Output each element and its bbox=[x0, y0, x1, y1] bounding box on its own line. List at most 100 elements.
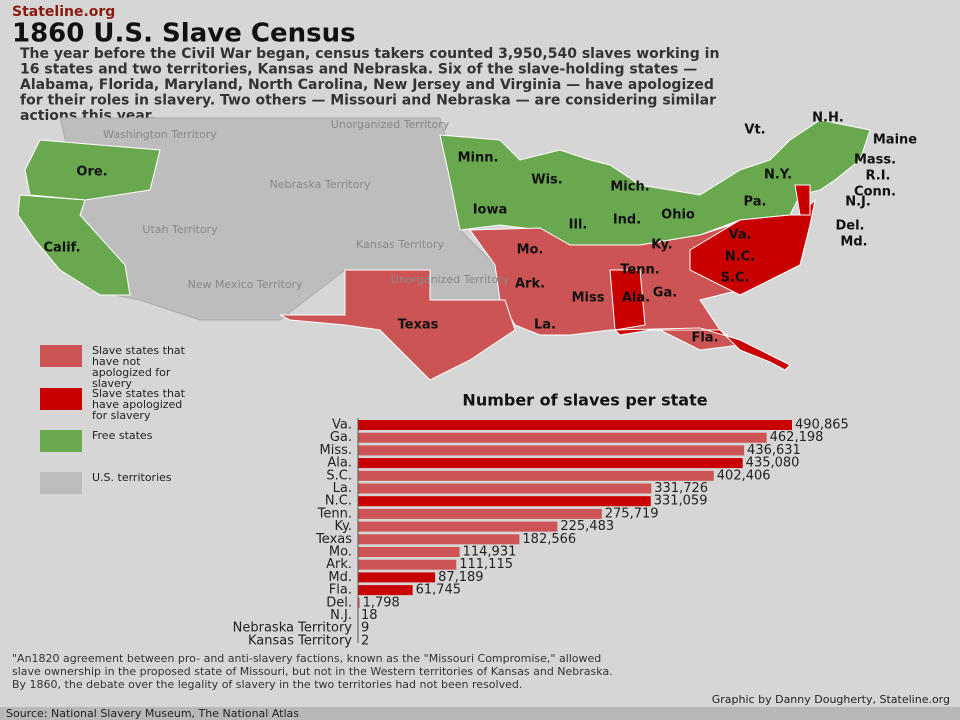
footnote-line: "An1820 agreement between pro- and anti-… bbox=[12, 652, 601, 665]
category-label: Md. bbox=[328, 570, 352, 585]
map-label: Md. bbox=[840, 235, 867, 250]
value-label: 182,566 bbox=[522, 532, 576, 547]
legend-label: U.S. territories bbox=[92, 471, 172, 484]
legend: Slave states that have not apologized for s… bbox=[40, 344, 186, 494]
map-label: S.C. bbox=[721, 271, 750, 286]
bar bbox=[358, 483, 652, 494]
map-label: Calif. bbox=[43, 241, 80, 256]
free-state bbox=[17, 194, 131, 296]
legend-swatch bbox=[40, 472, 82, 494]
map-label: Utah Territory bbox=[142, 223, 218, 236]
map-label: Vt. bbox=[744, 123, 765, 138]
value-label: 2 bbox=[361, 633, 369, 648]
value-label: 111,115 bbox=[459, 557, 513, 572]
map-label: Nebraska Territory bbox=[270, 178, 371, 191]
map-label: Ga. bbox=[653, 286, 677, 301]
value-label: 87,189 bbox=[438, 570, 484, 585]
value-label: 436,631 bbox=[747, 443, 801, 458]
value-label: 331,059 bbox=[654, 494, 708, 509]
bar bbox=[358, 420, 792, 430]
map-label: Ind. bbox=[613, 213, 641, 228]
map-label: N.H. bbox=[812, 111, 844, 126]
map-label: La. bbox=[534, 318, 556, 333]
map-label: Unorganized Territory bbox=[391, 273, 510, 286]
map-label: Texas bbox=[398, 318, 439, 333]
bar bbox=[358, 559, 457, 570]
category-label: Miss. bbox=[319, 443, 352, 458]
category-label: Nebraska Territory bbox=[233, 621, 353, 636]
map-label: N.Y. bbox=[764, 168, 792, 183]
category-label: N.C. bbox=[325, 494, 352, 509]
value-label: 225,483 bbox=[560, 519, 614, 534]
value-label: 490,865 bbox=[795, 418, 849, 433]
chart-title: Number of slaves per state bbox=[462, 391, 707, 410]
bar bbox=[358, 547, 460, 557]
bar bbox=[358, 470, 714, 481]
map-label: Fla. bbox=[691, 331, 718, 346]
bar bbox=[358, 445, 745, 456]
intro-line: Alabama, Florida, Maryland, North Caroli… bbox=[20, 77, 714, 93]
category-label: N.J. bbox=[330, 608, 352, 623]
map-label: Ky. bbox=[651, 238, 672, 253]
credit: Graphic by Danny Dougherty, Stateline.or… bbox=[712, 693, 950, 706]
legend-swatch bbox=[40, 430, 82, 452]
title: 1860 U.S. Slave Census bbox=[12, 19, 356, 49]
map-label: Mass. bbox=[854, 153, 896, 168]
map-labels: Washington Territory Unorganized Territor… bbox=[43, 111, 917, 346]
bar bbox=[358, 508, 602, 519]
category-label: Ark. bbox=[326, 557, 352, 572]
bar bbox=[358, 585, 413, 596]
value-label: 435,080 bbox=[746, 456, 800, 471]
category-label: Del. bbox=[326, 595, 352, 610]
apologized-state bbox=[613, 327, 791, 371]
bar bbox=[358, 572, 436, 583]
category-label: Va. bbox=[332, 418, 352, 433]
category-label: La. bbox=[333, 481, 352, 496]
map-label: Kansas Territory bbox=[356, 238, 445, 251]
category-label: Ga. bbox=[330, 430, 352, 445]
category-label: Tenn. bbox=[317, 506, 352, 521]
footnote: "An1820 agreement between pro- and anti-… bbox=[12, 652, 613, 691]
category-label: S.C. bbox=[326, 468, 352, 483]
legend-swatch bbox=[40, 388, 82, 410]
map-label: N.C. bbox=[725, 250, 755, 265]
intro: The year before the Civil War began, cen… bbox=[20, 46, 719, 124]
apologized-state bbox=[794, 184, 811, 216]
map-label: Iowa bbox=[473, 203, 508, 218]
source: Source: National Slavery Museum, The Nat… bbox=[6, 707, 299, 720]
bar-chart: Number of slaves per state Va. 490,865 Ga. 4… bbox=[233, 391, 849, 649]
category-label: Ala. bbox=[327, 456, 352, 471]
map-label: Conn. bbox=[854, 185, 896, 200]
legend-label: Slave states that have not apologized for s… bbox=[92, 344, 186, 390]
slave-state bbox=[279, 269, 516, 381]
apologized-state bbox=[609, 269, 646, 331]
map-label: New Mexico Territory bbox=[188, 278, 303, 291]
map-label: Tenn. bbox=[620, 263, 659, 278]
map-label: Mo. bbox=[517, 243, 544, 258]
footnote-line: slave ownership in the proposed state of… bbox=[12, 665, 613, 678]
footnote-line: By 1860, the debate over the legality of… bbox=[12, 678, 522, 691]
category-label: Texas bbox=[315, 532, 352, 547]
bar bbox=[358, 521, 558, 532]
value-label: 275,719 bbox=[605, 506, 659, 521]
map-label: R.I. bbox=[866, 169, 891, 184]
category-label: Ky. bbox=[334, 519, 352, 534]
category-label: Kansas Territory bbox=[248, 633, 352, 648]
map-label: Mich. bbox=[610, 180, 649, 195]
map-label: Pa. bbox=[744, 195, 767, 210]
value-label: 18 bbox=[361, 608, 378, 623]
bar bbox=[358, 534, 520, 545]
intro-line: The year before the Civil War began, cen… bbox=[20, 46, 719, 62]
map-label: Ohio bbox=[661, 208, 695, 223]
value-label: 61,745 bbox=[416, 583, 462, 598]
site-name: Stateline.org bbox=[12, 4, 115, 20]
map-label: Minn. bbox=[458, 151, 499, 166]
map-label: Ore. bbox=[76, 165, 107, 180]
bar bbox=[358, 432, 767, 443]
map-label: Wis. bbox=[531, 173, 562, 188]
category-label: Mo. bbox=[329, 545, 352, 560]
legend-label: Free states bbox=[92, 429, 153, 442]
intro-line: for their roles in slavery. Two others —… bbox=[20, 93, 716, 109]
bar bbox=[358, 597, 360, 608]
